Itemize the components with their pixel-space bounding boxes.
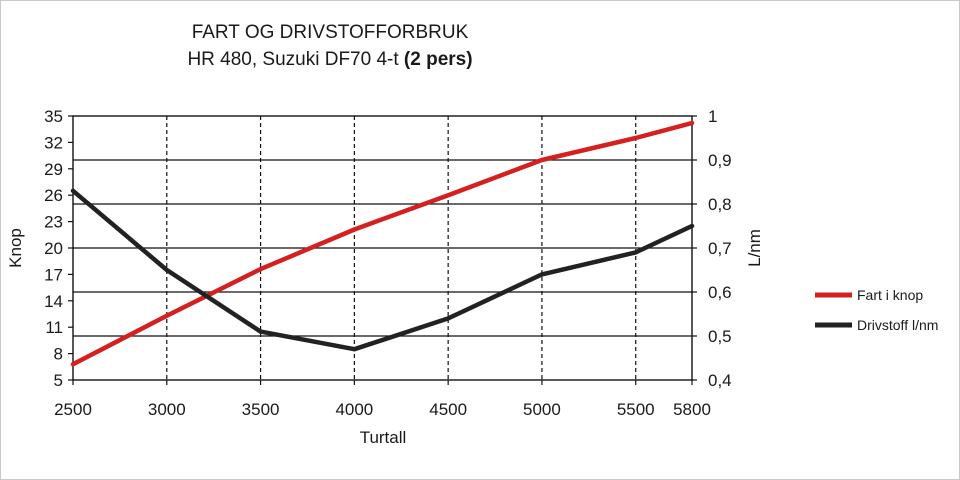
grid	[72, 115, 693, 381]
series-line-fuel	[70, 188, 695, 352]
y-right-tick-label: 0,5	[708, 327, 732, 346]
chart-subtitle: HR 480, Suzuki DF70 4-t (2 pers)	[187, 49, 472, 70]
x-tick-label: 5000	[523, 400, 561, 419]
y-left-tick-label: 11	[45, 318, 63, 337]
x-tick-label: 3000	[148, 400, 186, 419]
x-tick-label: 4000	[335, 400, 373, 419]
y-right-tick-label: 0,4	[708, 371, 732, 390]
chart-subtitle-prefix: HR 480, Suzuki DF70 4-t	[187, 49, 403, 70]
y-left-tick-label: 5	[54, 371, 63, 390]
legend-label-fuel: Drivstoff l/nm	[857, 317, 938, 333]
y-right-tick-label: 0,7	[708, 239, 732, 258]
series-group	[70, 120, 695, 367]
x-axis-label: Turtall	[360, 428, 407, 447]
legend-label-speed: Fart i knop	[857, 287, 923, 303]
x-tick-label: 5500	[617, 400, 655, 419]
y-axis-left-label: Knop	[6, 228, 25, 268]
y-left-tick-label: 32	[44, 133, 63, 152]
y-left-tick-label: 23	[44, 213, 63, 232]
x-tick-label: 4500	[429, 400, 467, 419]
x-tick-label: 3500	[242, 400, 280, 419]
series-line-speed	[70, 120, 695, 367]
y-left-tick-label: 14	[44, 292, 63, 311]
y-left-tick-label: 17	[44, 265, 63, 284]
y-axis-right-label: L/nm	[745, 229, 764, 267]
tick-labels: 35 32 29 26 23 20 17 14 11 8 5 1 0,9 0,8 0,7 0,6 0,5 0,4 2…	[44, 107, 732, 419]
y-right-tick-label: 1	[708, 107, 717, 126]
y-left-tick-label: 29	[44, 160, 63, 179]
y-left-tick-label: 8	[54, 345, 63, 364]
y-right-tick-label: 0,8	[708, 195, 732, 214]
chart-title: FART OG DRIVSTOFFORBRUK	[192, 22, 469, 43]
x-tick-label: 5800	[673, 400, 711, 419]
y-left-tick-label: 35	[44, 107, 63, 126]
y-right-tick-label: 0,6	[708, 283, 732, 302]
x-tick-label: 2500	[54, 400, 92, 419]
legend: Fart i knop Drivstoff l/nm	[815, 287, 938, 333]
chart-subtitle-bold: (2 pers)	[404, 49, 473, 70]
y-left-tick-label: 20	[44, 239, 63, 258]
y-right-tick-label: 0,9	[708, 151, 732, 170]
y-left-tick-label: 26	[44, 186, 63, 205]
